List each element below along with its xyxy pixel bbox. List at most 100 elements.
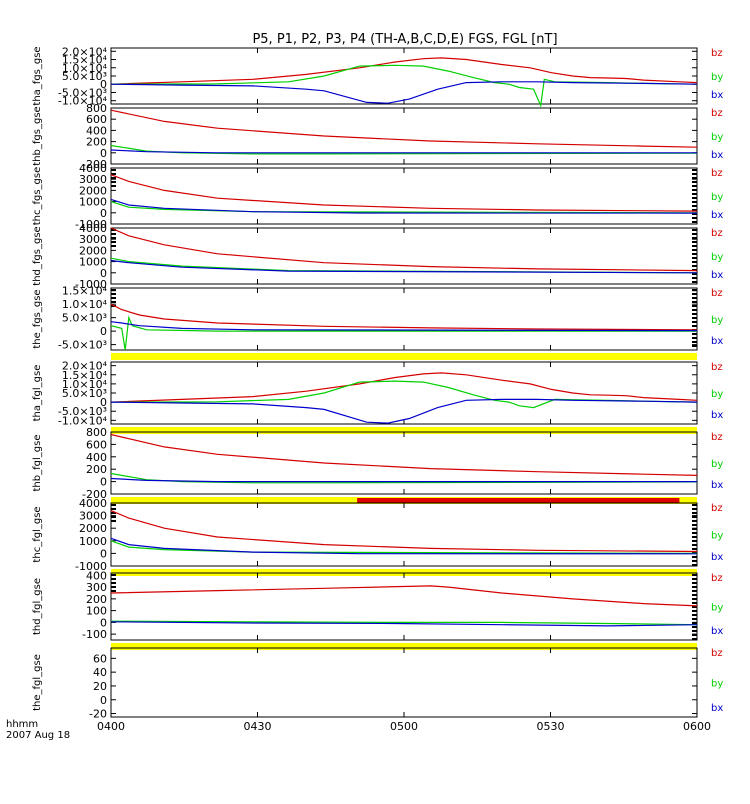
panel-frame	[110, 647, 698, 718]
panel-ylabel: thc_fgs_gse	[32, 167, 43, 226]
hhmm-label: hhmm	[6, 719, 38, 730]
y-tick-label: 3000	[79, 510, 107, 523]
legend-bz: bz	[711, 228, 723, 239]
y-tick-label: 0	[100, 207, 107, 220]
legend-by: by	[711, 132, 723, 143]
y-tick-label: 4000	[79, 497, 107, 510]
y-tick-label: 0	[100, 476, 107, 489]
legend-bz: bz	[711, 503, 723, 514]
y-tick-label: 200	[86, 136, 107, 149]
series-bz	[110, 433, 698, 476]
legend-bx: bx	[711, 626, 723, 637]
y-tick-label: 200	[86, 593, 107, 606]
y-tick-label: 2000	[79, 244, 107, 257]
series-bz	[110, 585, 698, 607]
legend-by: by	[711, 252, 723, 263]
series-bz	[110, 303, 698, 331]
series-bz	[110, 372, 698, 403]
series-bz	[110, 174, 698, 212]
panel-ylabel: the_fgs_gse	[32, 289, 43, 348]
y-tick-label: 400	[86, 124, 107, 137]
state-bar-red	[357, 498, 680, 503]
y-tick-label: 0	[100, 147, 107, 160]
legend-bx: bx	[711, 150, 723, 161]
state-bar	[111, 353, 697, 360]
y-tick-label: 0	[100, 694, 107, 707]
y-tick-label: 800	[86, 426, 107, 439]
y-tick-label: 2.0×10⁴	[62, 45, 108, 58]
panel-ylabel: thc_fgl_gse	[32, 506, 43, 562]
legend-bx: bx	[711, 210, 723, 221]
legend-bz: bz	[711, 288, 723, 299]
y-tick-label: -1.0×10⁴	[58, 414, 108, 427]
legend-bz: bz	[711, 573, 723, 584]
series-bx	[110, 321, 698, 332]
legend-bz: bz	[711, 432, 723, 443]
legend-bx: bx	[711, 90, 723, 101]
date-label: 2007 Aug 18	[6, 730, 70, 741]
y-tick-label: 1.5×10⁴	[62, 54, 108, 67]
panel-frame	[110, 361, 698, 425]
y-tick-label: -1.0×10⁴	[58, 95, 108, 108]
y-tick-label: 0	[100, 616, 107, 629]
panel-frame	[110, 227, 698, 285]
panel-ylabel: tha_fgl_gse	[32, 365, 43, 422]
series-bx	[110, 398, 698, 424]
state-bar	[111, 643, 697, 650]
series-by	[110, 620, 698, 626]
y-tick-label: 300	[86, 581, 107, 594]
legend-bz: bz	[711, 168, 723, 179]
legend-by: by	[711, 72, 723, 83]
y-tick-label: 2000	[79, 184, 107, 197]
y-tick-label: 1.5×10⁴	[62, 285, 108, 298]
y-tick-label: -20	[89, 708, 107, 721]
series-bz	[110, 109, 698, 148]
series-bx	[110, 259, 698, 274]
y-tick-label: 1000	[79, 535, 107, 548]
legend-by: by	[711, 315, 723, 326]
y-tick-label: 600	[86, 113, 107, 126]
y-tick-label: -1000	[75, 560, 107, 573]
y-tick-label: 0	[100, 267, 107, 280]
y-tick-label: 5.0×10³	[62, 387, 107, 400]
legend-by: by	[711, 603, 723, 614]
y-tick-label: 1000	[79, 256, 107, 269]
panels: 2.0×10⁴1.5×10⁴1.0×10⁴5.0×10³0-5.0×10³-1.…	[32, 45, 723, 720]
y-tick-label: 40	[93, 666, 107, 679]
series-bx	[110, 149, 697, 154]
y-tick-label: 600	[86, 438, 107, 451]
legend-by: by	[711, 531, 723, 542]
legend-by: by	[711, 459, 723, 470]
x-tick-label: 0600	[683, 720, 711, 733]
panel-ylabel: thd_fgs_gse	[32, 226, 43, 285]
y-tick-label: 0	[100, 396, 107, 409]
y-tick-label: 5.0×10³	[62, 312, 107, 325]
legend-bz: bz	[711, 362, 723, 373]
panel-ylabel: the_fgl_gse	[32, 654, 43, 711]
panel-frame	[110, 107, 698, 165]
y-tick-label: -5.0×10³	[58, 405, 107, 418]
series-bx	[110, 81, 698, 104]
series-bx	[110, 537, 698, 555]
panel-ylabel: thb_fgl_gse	[32, 435, 43, 492]
legend-bx: bx	[711, 480, 723, 491]
series-by	[110, 540, 698, 554]
series-bx	[110, 198, 698, 214]
legend-bz: bz	[711, 48, 723, 59]
legend-bz: bz	[711, 108, 723, 119]
y-tick-label: -5.0×10³	[58, 86, 107, 99]
legend-by: by	[711, 679, 723, 690]
series-bx	[110, 621, 698, 627]
y-tick-label: 200	[86, 463, 107, 476]
y-tick-label: 400	[86, 451, 107, 464]
y-tick-label: 1.0×10⁴	[62, 378, 108, 391]
panel-tha_fgl_gse: 2.0×10⁴1.5×10⁴1.0×10⁴5.0×10³0-5.0×10³-1.…	[32, 360, 723, 434]
legend-bx: bx	[711, 552, 723, 563]
panel-frame	[110, 431, 698, 495]
